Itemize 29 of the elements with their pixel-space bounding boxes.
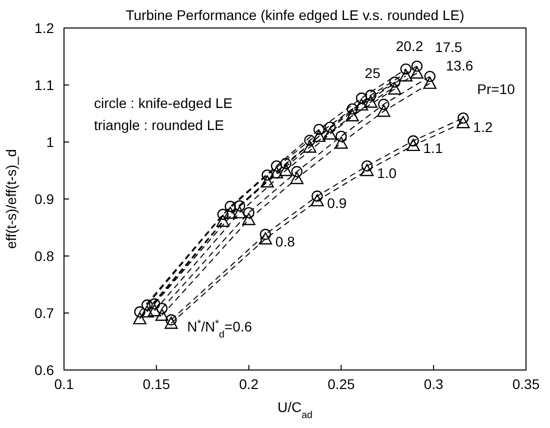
annotation: 0.8 — [275, 233, 296, 250]
annotation: Pr=10 — [477, 81, 516, 98]
annotation: circle : knife-edged LE — [94, 95, 233, 111]
y-tick-label: 1.1 — [34, 77, 54, 93]
annotation: 25 — [364, 65, 381, 82]
y-tick-label: 0.8 — [34, 248, 54, 264]
y-tick-label: 0.6 — [34, 362, 54, 378]
y-tick-label: 0.7 — [34, 305, 54, 321]
annotation: 17.5 — [434, 39, 462, 56]
y-tick-label: 1.2 — [34, 20, 54, 36]
annotation: N$^{*}$/N$^{*}$$_{d}$=0.6 — [187, 318, 252, 340]
x-tick-label: 0.35 — [512, 376, 540, 392]
annotation: 1.1 — [423, 140, 443, 156]
x-axis-title: U/C$_{ad}$ — [277, 399, 313, 420]
y-axis-title: eff(t-s)/eff(t-s)_d — [3, 149, 19, 249]
annotation: 1.0 — [377, 164, 397, 181]
annotation: 0.9 — [327, 195, 347, 212]
y-tick-label: 1 — [46, 134, 54, 150]
y-tick-label: 0.9 — [34, 191, 54, 207]
x-tick-label: 0.25 — [328, 376, 356, 392]
chart-title: Turbine Performance (kinfe edged LE v.s. rounded LE) — [126, 7, 464, 23]
annotation: 13.6 — [446, 57, 474, 74]
annotation: 20.2 — [396, 38, 424, 54]
annotation: 1.2 — [473, 119, 493, 136]
annotation: triangle : rounded LE — [94, 117, 224, 133]
x-tick-label: 0.15 — [142, 376, 170, 392]
x-tick-label: 0.3 — [424, 376, 444, 392]
x-tick-label: 0.1 — [54, 376, 74, 392]
x-tick-label: 0.2 — [239, 376, 259, 392]
